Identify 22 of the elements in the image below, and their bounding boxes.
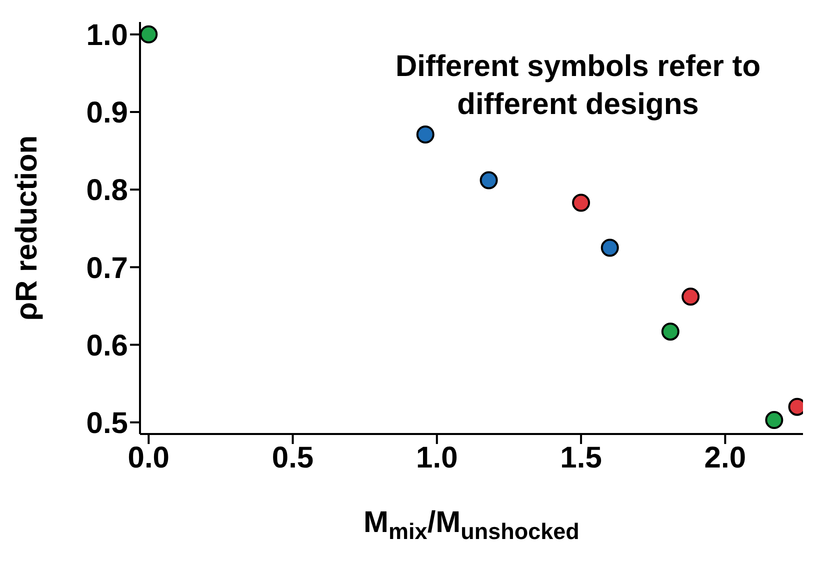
y-tick-label: 0.5 [86, 407, 128, 440]
point [682, 288, 700, 306]
x-tick-label: 1.5 [560, 441, 602, 474]
x-axis-title: M$_{mix}$/M$_{unshocked}$ [364, 506, 580, 544]
y-tick-label: 1.0 [86, 19, 128, 52]
point [661, 322, 680, 341]
point [765, 411, 784, 430]
y-tick-label: 0.6 [86, 329, 128, 362]
point [416, 126, 434, 144]
x-tick-label: 2.0 [704, 441, 746, 474]
y-tick-label: 0.9 [86, 96, 128, 130]
y-tick-label: 0.7 [86, 252, 128, 285]
point [480, 171, 498, 190]
point [140, 25, 158, 44]
y-tick-label: 0.8 [86, 174, 128, 208]
y-axis-title: ρR reduction [10, 135, 44, 321]
x-tick-label: 1.0 [416, 441, 458, 474]
annotation: Different symbols refer to different designs [394, 49, 762, 123]
point [600, 238, 619, 257]
point [572, 194, 590, 212]
x-tick-label: 0.5 [272, 441, 314, 474]
x-tick-label: 0.0 [128, 441, 170, 474]
